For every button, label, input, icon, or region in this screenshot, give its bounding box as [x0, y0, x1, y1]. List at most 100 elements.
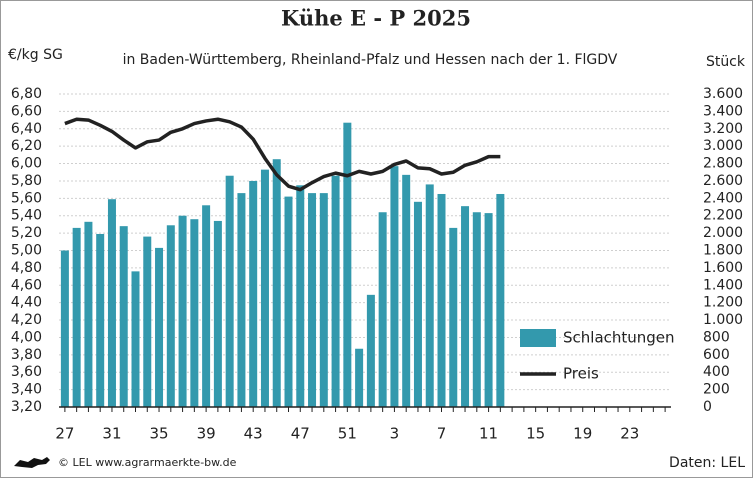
y-tick-label: 3,40 [11, 382, 42, 398]
bar [355, 348, 364, 407]
y2-tick-label: 3.400 [703, 103, 743, 119]
bar [249, 180, 258, 407]
y2-tick-label: 800 [703, 329, 730, 345]
bar [178, 215, 187, 407]
bar [131, 271, 140, 407]
bar [296, 185, 305, 407]
bar [225, 175, 234, 407]
bar [437, 193, 446, 407]
chart-subtitle: in Baden-Württemberg, Rheinland-Pfalz un… [123, 52, 618, 68]
x-tick-label: 15 [526, 425, 545, 443]
bar [60, 250, 69, 407]
y-axis-label: €/kg SG [8, 47, 63, 63]
bar [343, 122, 352, 408]
chart-title: Kühe E - P 2025 [281, 6, 471, 31]
bar [84, 221, 93, 407]
y-tick-label: 6,40 [11, 121, 42, 137]
bar [402, 174, 411, 407]
bar [107, 199, 116, 407]
x-tick-label: 39 [197, 425, 216, 443]
bar [166, 225, 175, 407]
bar [308, 193, 317, 407]
y-tick-label: 4,40 [11, 295, 42, 311]
bar [413, 201, 422, 407]
y-tick-label: 5,60 [11, 190, 42, 206]
y2-tick-label: 2.400 [703, 190, 743, 206]
y-tick-label: 5,80 [11, 173, 42, 189]
y-tick-label: 6,00 [11, 156, 42, 172]
y2-tick-label: 2.800 [703, 156, 743, 172]
y-tick-label: 6,80 [11, 86, 42, 102]
source-note: © LEL www.agrarmaerkte-bw.de [58, 456, 237, 469]
x-tick-label: 19 [573, 425, 592, 443]
bar [319, 193, 328, 407]
bar [202, 205, 211, 407]
bar [496, 193, 505, 407]
y-tick-label: 6,60 [11, 103, 42, 119]
x-tick-label: 51 [338, 425, 357, 443]
logo [14, 457, 50, 468]
y2-tick-label: 3.200 [703, 121, 743, 137]
bar [461, 206, 470, 407]
y-tick-label: 5,20 [11, 225, 42, 241]
bar [237, 193, 246, 407]
y2-axis-label: Stück [706, 54, 746, 70]
y-tick-label: 4,00 [11, 329, 42, 345]
bar [284, 196, 293, 407]
x-tick-label: 11 [479, 425, 498, 443]
bar [155, 247, 164, 407]
x-tick-label: 3 [390, 425, 400, 443]
y2-tick-label: 600 [703, 347, 730, 363]
y2-tick-label: 200 [703, 382, 730, 398]
legend-label: Preis [563, 365, 599, 383]
bar [390, 166, 399, 407]
credit: Daten: LEL [669, 455, 745, 471]
y2-tick-label: 0 [703, 399, 712, 415]
y2-tick-label: 1.800 [703, 243, 743, 259]
y-tick-label: 4,20 [11, 312, 42, 328]
x-tick-label: 27 [55, 425, 74, 443]
x-tick-label: 43 [244, 425, 263, 443]
bar [72, 227, 81, 407]
bar [213, 220, 222, 407]
x-tick-label: 47 [291, 425, 310, 443]
y2-tick-label: 400 [703, 364, 730, 380]
y-tick-label: 3,80 [11, 347, 42, 363]
y-tick-label: 3,60 [11, 364, 42, 380]
y-tick-label: 4,60 [11, 277, 42, 293]
bar [484, 213, 493, 407]
line [64, 117, 501, 192]
y2-tick-label: 1.600 [703, 260, 743, 276]
x-tick-label: 31 [102, 425, 121, 443]
y-tick-label: 6,20 [11, 138, 42, 154]
bar [260, 169, 269, 407]
bar [119, 226, 128, 407]
bar [272, 159, 281, 407]
bar [331, 175, 340, 407]
x-tick-label: 23 [620, 425, 639, 443]
y-tick-label: 5,40 [11, 208, 42, 224]
y2-tick-label: 3.000 [703, 138, 743, 154]
y2-tick-label: 2.000 [703, 225, 743, 241]
y-tick-label: 4,80 [11, 260, 42, 276]
legend-swatch [520, 329, 556, 347]
bar [472, 212, 481, 407]
y2-tick-label: 2.600 [703, 173, 743, 189]
y2-tick-label: 1.000 [703, 312, 743, 328]
bar [190, 219, 199, 407]
y-tick-label: 3,20 [11, 399, 42, 415]
y2-tick-label: 1.400 [703, 277, 743, 293]
x-tick-label: 7 [437, 425, 447, 443]
bar [378, 212, 387, 407]
bar [449, 227, 458, 407]
y2-tick-label: 2.200 [703, 208, 743, 224]
y2-tick-label: 1.200 [703, 295, 743, 311]
y-tick-label: 5,00 [11, 243, 42, 259]
bar [366, 294, 375, 407]
bar [425, 184, 434, 407]
bar [96, 233, 105, 407]
bar [143, 236, 152, 407]
y2-tick-label: 3.600 [703, 86, 743, 102]
x-tick-label: 35 [149, 425, 168, 443]
